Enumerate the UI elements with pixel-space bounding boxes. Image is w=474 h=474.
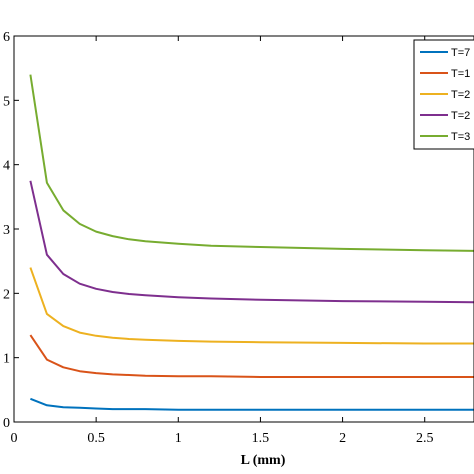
x-tick-label: 2 — [339, 431, 346, 446]
y-tick-label: 6 — [3, 30, 10, 45]
legend-label-3: T=2 — [451, 89, 470, 101]
axis-ticks — [13, 35, 426, 423]
x-tick-label: 1.5 — [252, 431, 270, 446]
y-tick-label: 3 — [3, 223, 10, 238]
legend: T=7 T=1 T=2 T=2 T=3 — [413, 39, 474, 150]
y-tick-label: 4 — [3, 159, 10, 174]
x-tick-label: 0 — [11, 431, 18, 446]
tick-labels: 0 0.5 1 1.5 2 2.5 0 1 2 3 4 5 6 — [3, 30, 433, 446]
series-line-5 — [29, 74, 474, 252]
series-line-2 — [29, 334, 474, 378]
legend-label-2: T=1 — [451, 68, 470, 80]
x-tick-label: 1 — [175, 431, 182, 446]
legend-label-4: T=2 — [451, 110, 470, 122]
series-line-4 — [29, 180, 474, 304]
x-tick-label: 2.5 — [416, 431, 434, 446]
series-lines — [29, 74, 474, 411]
y-tick-label: 0 — [3, 416, 10, 431]
series-line-3 — [29, 267, 474, 345]
series-line-1 — [30, 397, 474, 411]
y-tick-label: 5 — [3, 94, 10, 109]
legend-label-5: T=3 — [451, 131, 470, 143]
y-tick-label: 2 — [3, 287, 10, 302]
plot-area-frame — [13, 35, 474, 423]
legend-label-1: T=7 — [451, 47, 470, 59]
x-axis-title: L (mm) — [241, 453, 286, 468]
x-tick-label: 0.5 — [87, 431, 105, 446]
y-tick-label: 1 — [3, 352, 10, 367]
